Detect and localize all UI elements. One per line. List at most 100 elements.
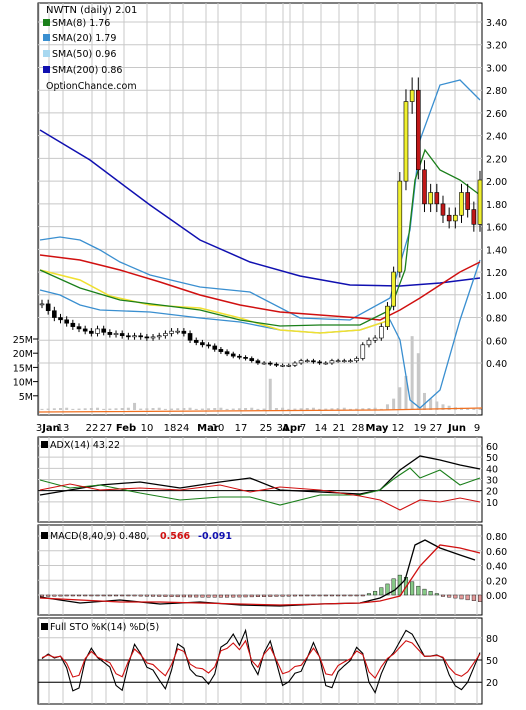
volume-bar bbox=[274, 408, 278, 410]
legend: SMA(8) 1.76 SMA(20) 1.79 SMA(50) 0.96 SM… bbox=[43, 18, 137, 92]
sma20-upper-band bbox=[39, 79, 481, 321]
candle-body bbox=[323, 362, 329, 365]
price-tick-label: 1.60 bbox=[486, 223, 507, 234]
candle-body bbox=[422, 169, 427, 205]
adx-swatch bbox=[41, 441, 48, 448]
adx-line bbox=[39, 455, 481, 496]
volume-bar bbox=[244, 408, 248, 410]
macd-histogram-bar bbox=[249, 594, 254, 598]
macd-histogram-bar bbox=[151, 594, 156, 597]
candle-body bbox=[138, 335, 144, 338]
macd-histogram-bar bbox=[225, 594, 230, 598]
volume-bar bbox=[207, 408, 211, 410]
candle-body bbox=[76, 326, 82, 330]
sma-yellow-line bbox=[39, 269, 391, 334]
macd-histogram-bar bbox=[373, 591, 378, 596]
volume-bar bbox=[373, 407, 377, 410]
volume-tick-label: 15M bbox=[13, 363, 33, 374]
volume-bar bbox=[262, 408, 266, 410]
x-tick-label: 17 bbox=[235, 423, 248, 434]
volume-bar bbox=[447, 405, 451, 410]
macd-histogram-bar bbox=[206, 594, 211, 598]
candle-body bbox=[397, 180, 403, 273]
macd-histogram-bar bbox=[175, 594, 180, 598]
volume-bar bbox=[231, 408, 235, 410]
x-tick-label: 10 bbox=[212, 423, 225, 434]
volume-bar bbox=[318, 408, 322, 410]
macd-histogram-bar bbox=[200, 594, 205, 598]
candle-body bbox=[119, 333, 125, 337]
sto-k-line bbox=[41, 628, 481, 694]
candle-body bbox=[385, 305, 390, 327]
x-tick-label: 31 bbox=[277, 423, 290, 434]
macd-histogram-bar bbox=[157, 594, 162, 597]
x-tick-label: 10 bbox=[141, 423, 154, 434]
macd-histogram-bar bbox=[416, 585, 421, 596]
candle-body bbox=[465, 192, 470, 210]
macd-histogram-bar bbox=[188, 594, 193, 598]
adx-title: ADX(14) 43.22 bbox=[50, 440, 120, 451]
volume-bar bbox=[145, 408, 149, 410]
macd-histogram-bar bbox=[70, 594, 75, 597]
candle-body bbox=[206, 344, 211, 347]
macd-histogram-bar bbox=[218, 594, 223, 598]
volume-bar bbox=[170, 408, 174, 410]
macd-histogram-bar bbox=[385, 583, 390, 596]
adx-tick-label: 20 bbox=[486, 487, 498, 498]
candle-body bbox=[341, 360, 347, 363]
volume-bar bbox=[139, 408, 143, 410]
volume-bar bbox=[330, 408, 334, 410]
macd-swatch bbox=[41, 532, 48, 539]
macd-histogram-bar bbox=[169, 594, 174, 597]
candle-body bbox=[70, 322, 76, 327]
macd-histogram-bar bbox=[163, 594, 168, 597]
volume-bar bbox=[102, 408, 106, 410]
volume-bar bbox=[225, 408, 229, 410]
candle-body bbox=[317, 361, 322, 364]
volume-bar bbox=[293, 408, 297, 410]
candle-body bbox=[89, 330, 94, 334]
sma200-line bbox=[39, 129, 481, 287]
legend-swatch-sma50 bbox=[43, 50, 50, 57]
macd-histogram-bar bbox=[101, 594, 106, 597]
volume-tick-label: 5M bbox=[19, 392, 33, 403]
candle-body bbox=[163, 333, 168, 337]
macd-histogram-bar bbox=[311, 594, 316, 597]
candle-body bbox=[82, 328, 88, 332]
candle-body bbox=[101, 328, 106, 333]
macd-histogram-bar bbox=[299, 594, 304, 597]
price-tick-label: 0.40 bbox=[486, 359, 507, 370]
candle-body bbox=[311, 360, 316, 363]
volume-bar bbox=[126, 407, 130, 410]
candle-body bbox=[224, 351, 230, 355]
macd-histogram-bar bbox=[120, 594, 125, 597]
x-tick-label: Feb bbox=[116, 423, 136, 434]
chart-title: NWTN (daily) 2.01 bbox=[46, 5, 137, 16]
macd-histogram-bar bbox=[64, 594, 69, 597]
candle-body bbox=[298, 360, 304, 364]
legend-swatch-sma200 bbox=[43, 66, 50, 73]
price-tick-label: 3.20 bbox=[486, 41, 507, 52]
candle-body bbox=[403, 101, 409, 182]
candle-body bbox=[471, 209, 477, 225]
sto-title: Full STO %K(14) %D(5) bbox=[50, 622, 159, 633]
macd-histogram-bar bbox=[428, 591, 433, 596]
macd-histogram-bar bbox=[354, 594, 359, 597]
volume-bar bbox=[287, 408, 291, 410]
x-tick-label: 7 bbox=[300, 423, 306, 434]
candle-body bbox=[477, 179, 483, 225]
candle-body bbox=[249, 358, 255, 362]
volume-bar bbox=[311, 407, 315, 410]
price-tick-label: 2.40 bbox=[486, 132, 507, 143]
macd-histogram-bar bbox=[231, 594, 236, 598]
macd-histogram-bar bbox=[336, 594, 341, 597]
price-tick-label: 1.00 bbox=[486, 291, 507, 302]
volume-bar bbox=[77, 408, 81, 410]
candle-body bbox=[218, 349, 224, 352]
sto-panel-frame bbox=[37, 617, 483, 705]
adx-tick-label: 10 bbox=[486, 498, 498, 509]
candle-body bbox=[237, 355, 242, 358]
